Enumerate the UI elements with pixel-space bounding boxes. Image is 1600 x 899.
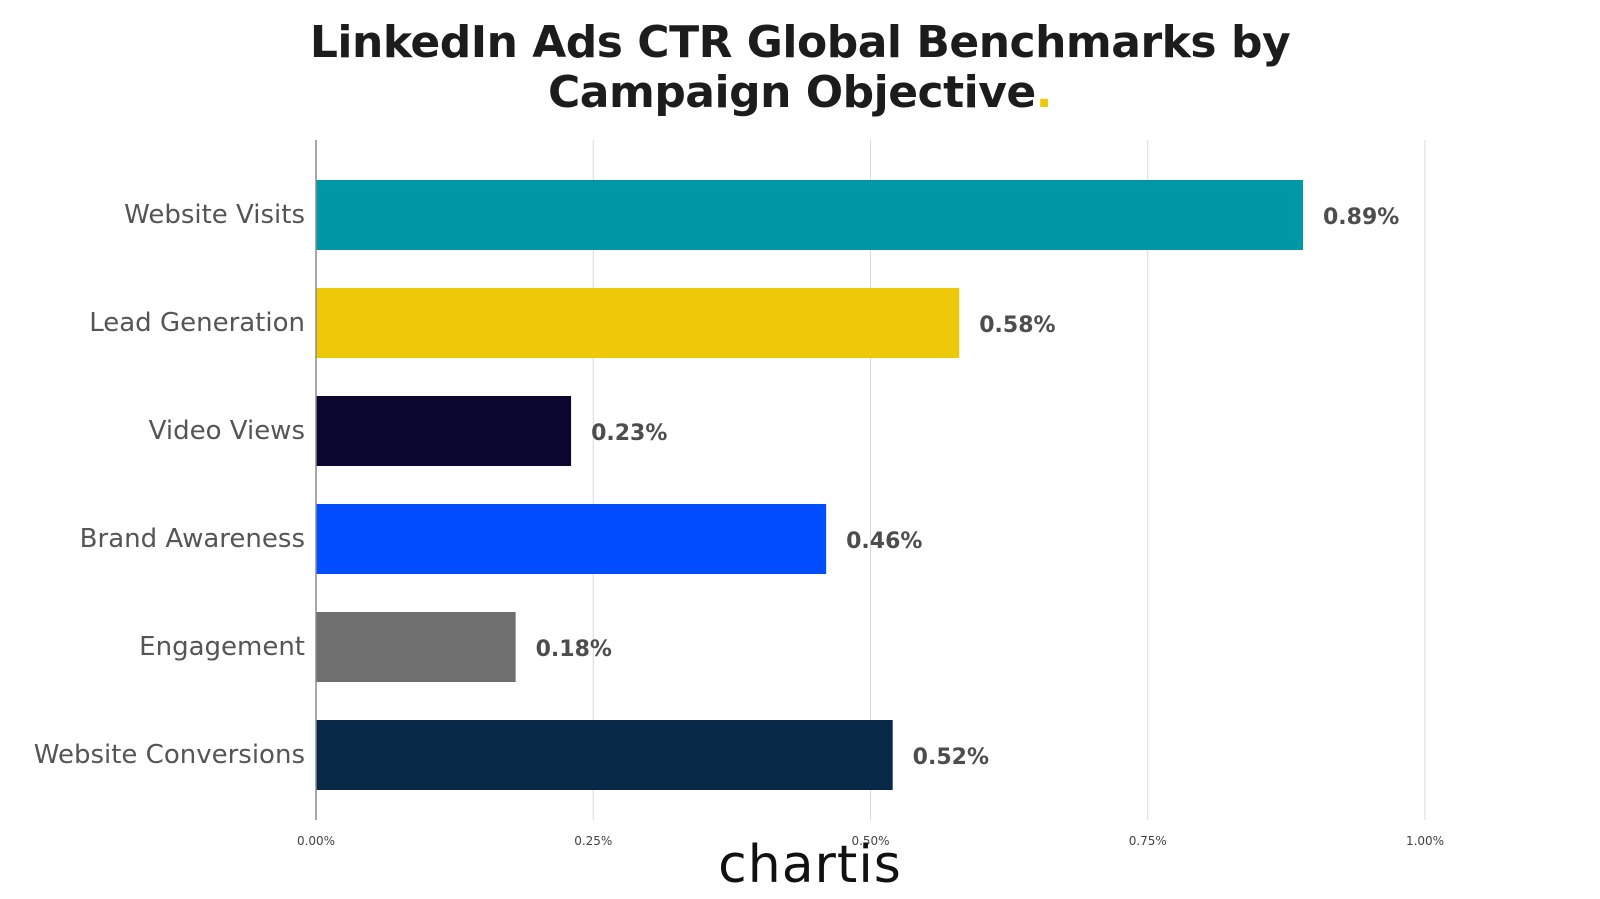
title-accent-dot: . <box>1035 67 1053 118</box>
x-tick-label: 0.25% <box>574 834 612 848</box>
chart-title: LinkedIn Ads CTR Global Benchmarks by Ca… <box>0 18 1600 118</box>
value-label: 0.89% <box>1323 205 1399 230</box>
value-label: 0.23% <box>591 421 667 446</box>
value-label: 0.58% <box>979 313 1055 338</box>
bar <box>316 180 1304 250</box>
chart-title-line1: LinkedIn Ads CTR Global Benchmarks by <box>309 17 1291 68</box>
category-label: Video Views <box>149 416 305 446</box>
value-label: 0.46% <box>846 529 922 554</box>
x-tick-label: 1.00% <box>1406 834 1444 848</box>
bar <box>316 396 572 466</box>
chart-title-line2-text: Campaign Objective <box>547 67 1036 118</box>
x-tick-label: 0.50% <box>851 834 889 848</box>
bar <box>316 288 960 358</box>
category-label: Website Conversions <box>34 740 305 770</box>
x-tick-label: 0.75% <box>1129 834 1167 848</box>
chart-title-line2: Campaign Objective. <box>0 68 1600 118</box>
bar <box>316 720 893 790</box>
category-label: Lead Generation <box>89 308 305 338</box>
category-label: Brand Awareness <box>80 524 305 554</box>
value-label: 0.18% <box>536 637 612 662</box>
category-label: Website Visits <box>124 200 305 230</box>
x-tick-label: 0.00% <box>297 834 335 848</box>
value-label: 0.52% <box>913 745 989 770</box>
bar <box>316 612 516 682</box>
chartis-logo: chartis <box>718 835 902 895</box>
category-label: Engagement <box>139 632 305 662</box>
bar <box>316 504 827 574</box>
